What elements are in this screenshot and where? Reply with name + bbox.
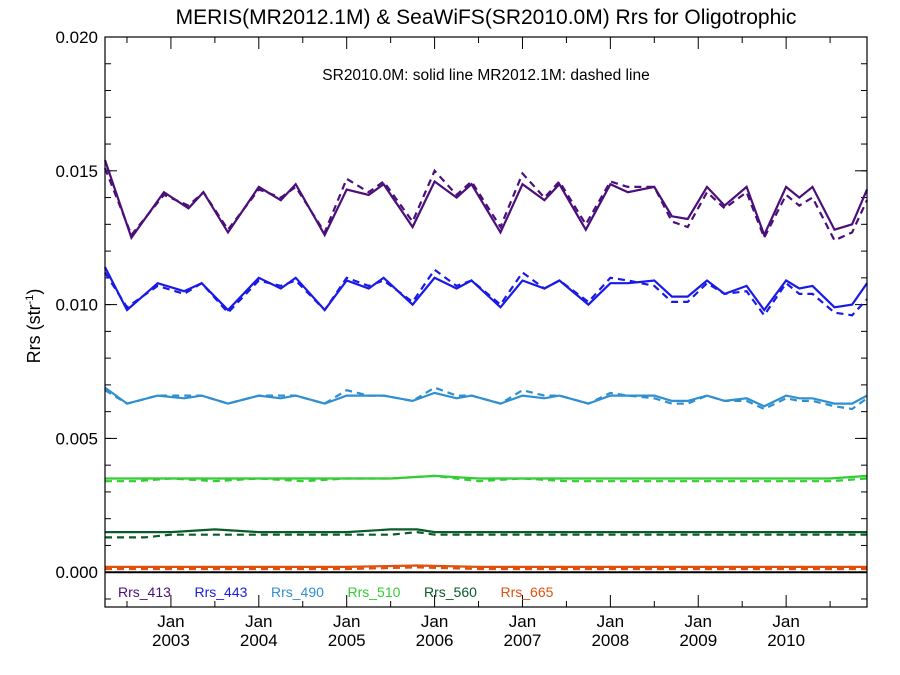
legend-rrs-490: Rrs_490	[271, 584, 324, 600]
x-tick-year-label: 2007	[504, 631, 542, 650]
chart-annotation: SR2010.0M: solid line MR2012.1M: dashed …	[322, 67, 649, 84]
rrs-413-solid-line	[103, 159, 869, 241]
legend-rrs-443: Rrs_443	[195, 584, 248, 600]
legend-rrs-560: Rrs_560	[424, 584, 477, 600]
rrs-665-solid-line	[105, 564, 867, 568]
y-tick-label: 0.020	[55, 28, 98, 47]
rrs-560-dashed-line	[105, 530, 867, 539]
x-tick-month-label: Jan	[421, 612, 448, 631]
y-axis-label: Rrs (str-1)	[24, 289, 44, 364]
legend-rrs-413: Rrs_413	[118, 584, 171, 600]
x-tick-month-label: Jan	[597, 612, 624, 631]
rrs-413-dashed-line	[103, 167, 868, 242]
y-axis-label-sup: -1	[24, 295, 36, 305]
legend-rrs-665: Rrs_665	[501, 584, 554, 600]
plot-frame	[104, 36, 868, 608]
y-tick-label: 0.000	[55, 563, 98, 582]
rrs-443-solid-line	[104, 266, 868, 312]
rrs-490-dashed-line	[104, 386, 868, 411]
y-tick-label: 0.005	[55, 429, 98, 448]
y-axis-label-main: Rrs (str	[24, 304, 44, 363]
x-tick-year-label: 2006	[416, 631, 454, 650]
y-axis-label-tail: )	[24, 289, 44, 295]
x-tick-year-label: 2008	[591, 631, 629, 650]
x-tick-month-label: Jan	[509, 612, 536, 631]
x-tick-month-label: Jan	[157, 612, 184, 631]
chart-title: MERIS(MR2012.1M) & SeaWiFS(SR2010.0M) Rr…	[176, 6, 797, 29]
rrs-510-solid-line	[105, 474, 868, 480]
x-tick-month-label: Jan	[245, 612, 272, 631]
x-tick-year-label: 2004	[240, 631, 278, 650]
x-tick-month-label: Jan	[772, 612, 799, 631]
y-tick-label: 0.010	[55, 296, 98, 315]
y-tick-label: 0.015	[55, 162, 98, 181]
x-tick-year-label: 2010	[767, 631, 805, 650]
rrs-665-dashed-line	[105, 566, 867, 571]
x-tick-year-label: 2003	[152, 631, 190, 650]
series-lines	[103, 159, 869, 571]
axis-ticks: 0.0000.0050.0100.0150.020Jan2003Jan2004J…	[55, 28, 867, 650]
rrs-510-dashed-line	[105, 474, 868, 483]
rrs-443-dashed-line	[104, 268, 868, 318]
legend-rrs-510: Rrs_510	[348, 584, 401, 600]
x-tick-month-label: Jan	[685, 612, 712, 631]
legend: Rrs_413 Rrs_443 Rrs_490 Rrs_510 Rrs_560 Rrs_6…	[118, 584, 554, 600]
x-tick-month-label: Jan	[333, 612, 360, 631]
rrs-560-solid-line	[105, 528, 867, 534]
x-tick-year-label: 2005	[328, 631, 366, 650]
x-tick-year-label: 2009	[679, 631, 717, 650]
rrs-490-solid-line	[104, 386, 868, 408]
